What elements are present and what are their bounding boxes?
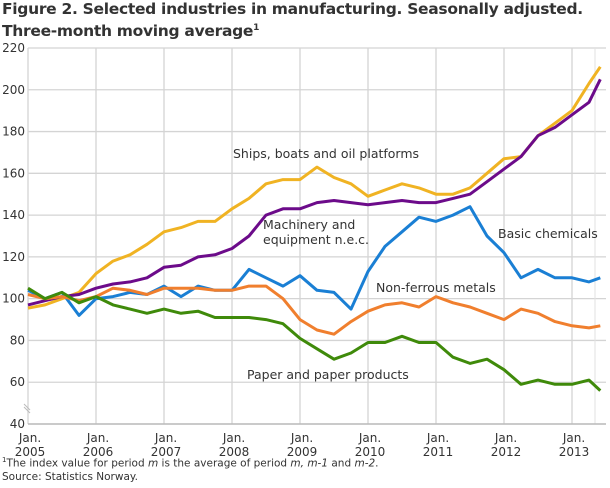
x-tick-label-month: Jan.	[86, 431, 109, 445]
y-tick-label: 140	[2, 208, 25, 222]
x-tick-label-year: 2006	[83, 445, 114, 459]
y-tick-label: 120	[2, 250, 25, 264]
series-label: Non-ferrous metals	[376, 280, 496, 295]
chart-title: Figure 2. Selected industries in manufac…	[2, 0, 583, 41]
series-label: equipment n.e.c.	[263, 232, 369, 247]
y-tick-label: 220	[2, 41, 25, 55]
footnote: 1The index value for period m is the ave…	[2, 456, 379, 470]
series-line-1	[27, 78, 602, 307]
y-tick-label: 200	[2, 83, 25, 97]
source-note: Source: Statistics Norway.	[2, 471, 138, 483]
axis-break-icon	[23, 403, 31, 414]
x-tick-label-year: 2008	[219, 445, 250, 459]
x-tick-label-month: Jan.	[154, 431, 177, 445]
y-tick-label: 40	[10, 417, 25, 431]
x-tick-label-month: Jan.	[290, 431, 313, 445]
y-tick-label: 160	[2, 166, 25, 180]
series-line-4	[27, 286, 602, 392]
series-line-0	[27, 65, 602, 310]
series-label: Machinery and	[263, 217, 355, 232]
y-tick-label: 80	[10, 333, 25, 347]
x-tick-label-month: Jan.	[562, 431, 585, 445]
y-tick-label: 60	[10, 375, 25, 389]
x-tick-label-month: Jan.	[222, 431, 245, 445]
x-tick-label-month: Jan.	[358, 431, 381, 445]
x-tick-label-year: 2005	[15, 445, 46, 459]
series-line-3	[27, 284, 601, 336]
x-tick-label-year: 2007	[151, 445, 182, 459]
x-tick-label-month: Jan.	[18, 431, 41, 445]
x-tick-label-year: 2010	[355, 445, 386, 459]
series-label: Paper and paper products	[247, 367, 409, 382]
x-tick-label-year: 2011	[423, 445, 454, 459]
series-label: Ships, boats and oil platforms	[233, 146, 419, 161]
x-tick-label-month: Jan.	[494, 431, 517, 445]
x-tick-label-year: 2009	[287, 445, 318, 459]
title-footnote-marker: 1	[253, 23, 260, 33]
title-line-2: Three-month moving average	[2, 22, 254, 41]
y-tick-label: 180	[2, 125, 25, 139]
series-line-2	[27, 205, 601, 317]
x-tick-label-year: 2012	[491, 445, 522, 459]
title-line-1: Figure 2. Selected industries in manufac…	[2, 0, 583, 18]
x-tick-label-year: 2013	[559, 445, 590, 459]
x-tick-label-month: Jan.	[426, 431, 449, 445]
y-tick-label: 100	[2, 292, 25, 306]
series-label: Basic chemicals	[498, 226, 598, 241]
